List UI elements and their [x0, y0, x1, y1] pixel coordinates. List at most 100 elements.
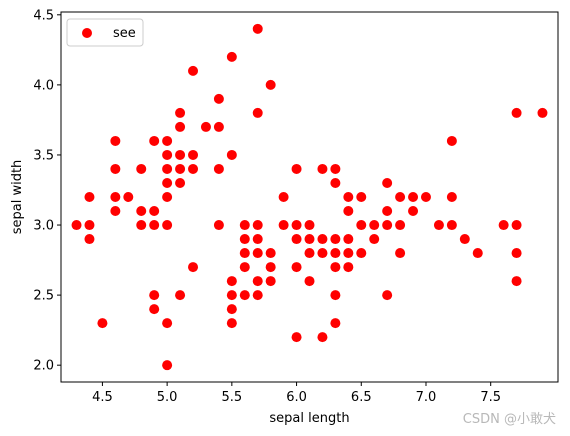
data-point: [226, 318, 237, 329]
data-point: [213, 121, 224, 132]
data-point: [278, 220, 289, 231]
data-point: [162, 220, 173, 231]
data-point: [252, 248, 263, 259]
data-point: [149, 135, 160, 146]
legend: see: [66, 18, 144, 47]
data-point: [97, 318, 108, 329]
data-point: [175, 290, 186, 301]
data-point: [162, 177, 173, 188]
data-point: [343, 248, 354, 259]
data-point: [446, 192, 457, 202]
y-tick-label: 2.5: [33, 289, 54, 304]
data-point: [84, 192, 95, 202]
data-point: [343, 192, 354, 202]
x-tick-label: 6.0: [286, 390, 307, 405]
data-point: [226, 304, 237, 315]
x-axis-label: sepal length: [269, 411, 349, 426]
data-point: [110, 206, 121, 217]
data-point: [213, 163, 224, 174]
data-point: [395, 192, 406, 202]
data-point: [149, 206, 160, 217]
data-point: [162, 149, 173, 160]
data-point: [188, 163, 199, 174]
data-point: [304, 220, 315, 231]
data-point: [175, 149, 186, 160]
data-point: [162, 135, 173, 146]
data-point: [511, 107, 522, 118]
data-point: [291, 234, 302, 245]
data-point: [446, 135, 457, 146]
data-point: [369, 234, 380, 245]
data-point: [304, 276, 315, 287]
x-tick-label: 4.5: [92, 390, 113, 405]
data-point: [265, 276, 276, 287]
data-point: [511, 220, 522, 231]
data-point: [291, 163, 302, 174]
data-point: [330, 248, 341, 259]
data-point: [123, 192, 134, 202]
data-point: [369, 220, 380, 231]
data-point: [356, 192, 367, 202]
data-point: [252, 290, 263, 301]
data-point: [498, 220, 509, 231]
data-point: [433, 220, 444, 231]
data-point: [252, 234, 263, 245]
y-tick-label: 3.0: [33, 219, 54, 234]
data-point: [408, 192, 419, 202]
data-point: [239, 262, 250, 273]
data-point: [136, 220, 147, 231]
data-point: [511, 276, 522, 287]
watermark-text: CSDN @小敢犬: [463, 412, 556, 427]
data-point: [252, 220, 263, 231]
data-point: [343, 234, 354, 245]
data-point: [162, 360, 173, 371]
data-point: [537, 107, 548, 118]
y-tick-label: 4.5: [33, 8, 54, 23]
data-point: [239, 220, 250, 231]
data-point: [395, 248, 406, 259]
data-point: [226, 290, 237, 301]
data-point: [291, 262, 302, 273]
data-point: [408, 206, 419, 217]
data-point: [213, 93, 224, 104]
x-tick-label: 5.0: [157, 390, 178, 405]
data-point: [162, 192, 173, 202]
x-tick-label: 7.5: [480, 390, 501, 405]
data-point: [188, 65, 199, 76]
data-point: [200, 121, 211, 132]
data-point: [278, 192, 289, 202]
x-tick-label: 7.0: [416, 390, 437, 405]
y-axis-ticks: 2.0 2.5 3.0 3.5 4.0 4.5: [33, 8, 61, 374]
data-point: [71, 220, 82, 231]
data-point: [239, 248, 250, 259]
data-point: [136, 206, 147, 217]
chart-marks: [71, 23, 548, 371]
data-point: [304, 248, 315, 259]
y-tick-label: 4.0: [33, 78, 54, 93]
data-point: [239, 234, 250, 245]
data-point: [226, 51, 237, 62]
data-point: [252, 276, 263, 287]
data-point: [343, 262, 354, 273]
data-point: [162, 318, 173, 329]
x-tick-label: 6.5: [351, 390, 372, 405]
data-point: [188, 262, 199, 273]
data-point: [110, 163, 121, 174]
data-point: [162, 163, 173, 174]
data-point: [175, 121, 186, 132]
data-point: [291, 332, 302, 343]
data-point: [382, 177, 393, 188]
data-point: [265, 262, 276, 273]
y-axis-label: sepal width: [10, 160, 25, 235]
data-point: [330, 177, 341, 188]
data-point: [213, 220, 224, 231]
data-point: [149, 290, 160, 301]
data-point: [317, 234, 328, 245]
data-point: [265, 79, 276, 90]
data-point: [356, 220, 367, 231]
data-point: [304, 234, 315, 245]
data-point: [330, 163, 341, 174]
data-point: [382, 220, 393, 231]
data-point: [175, 177, 186, 188]
